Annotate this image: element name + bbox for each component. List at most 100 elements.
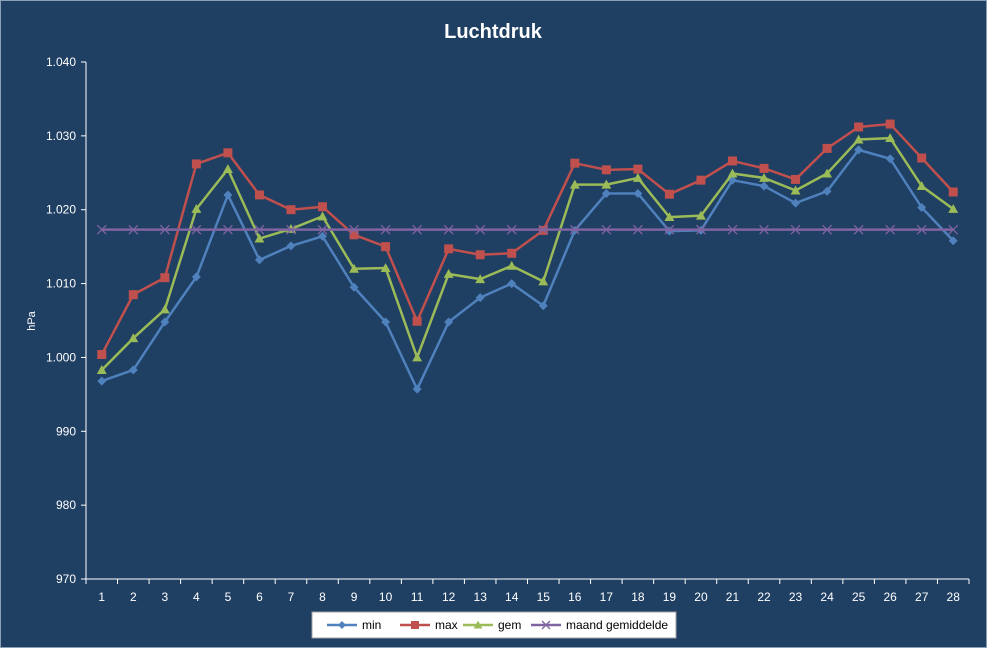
x-tick-label: 3 xyxy=(161,590,168,604)
data-point xyxy=(854,145,864,155)
data-point xyxy=(222,224,233,235)
data-point xyxy=(222,164,233,174)
data-point xyxy=(507,279,517,289)
data-point xyxy=(349,224,360,235)
data-point-stroke xyxy=(254,224,265,235)
data-point xyxy=(633,164,643,174)
legend-label: gem xyxy=(498,618,521,632)
y-tick-label: 1.000 xyxy=(46,350,76,364)
data-point xyxy=(412,316,422,326)
data-point xyxy=(254,255,264,265)
data-point-stroke xyxy=(541,620,551,630)
data-point xyxy=(159,224,170,235)
data-point xyxy=(664,224,675,235)
data-point xyxy=(412,224,423,235)
data-point xyxy=(569,224,580,235)
x-tick-label: 8 xyxy=(319,590,326,604)
data-point xyxy=(632,173,643,182)
x-tick-label: 13 xyxy=(474,590,488,604)
data-point xyxy=(538,301,548,311)
data-point xyxy=(444,244,454,254)
data-point-stroke xyxy=(601,224,612,235)
data-point xyxy=(695,224,706,235)
axes xyxy=(81,61,970,584)
data-point xyxy=(885,224,896,235)
data-point xyxy=(475,293,485,303)
data-point xyxy=(128,365,138,375)
data-point xyxy=(664,212,675,222)
series-line xyxy=(100,122,955,356)
data-point xyxy=(791,198,801,208)
y-tick-label: 1.020 xyxy=(46,203,76,217)
data-point xyxy=(948,204,959,213)
data-point-stroke xyxy=(632,224,643,235)
legend-label: maand gemiddelde xyxy=(566,618,668,632)
data-point-stroke xyxy=(727,224,738,235)
series-maand-gemiddelde xyxy=(96,224,959,235)
x-tick-labels: 1 2 3 4 5 6 7 8 9 10 11 12 13 14 15 16 17 18 19 20 21 22 23 24 2… xyxy=(98,590,960,604)
data-point xyxy=(541,620,551,630)
data-point xyxy=(822,168,833,178)
data-point xyxy=(948,236,958,246)
x-tick-label: 20 xyxy=(694,590,708,604)
data-point xyxy=(349,263,360,273)
data-point xyxy=(128,290,138,300)
x-tick-label: 6 xyxy=(256,590,263,604)
data-point xyxy=(853,224,864,235)
legend-item: min xyxy=(327,618,381,632)
series-gem xyxy=(96,133,959,374)
data-point xyxy=(191,159,201,169)
x-tick-label: 26 xyxy=(883,590,897,604)
data-point xyxy=(286,224,296,235)
data-point-stroke xyxy=(948,224,959,235)
data-point xyxy=(885,133,896,143)
data-point xyxy=(443,269,454,278)
data-point xyxy=(664,189,674,199)
legend-item: gem xyxy=(463,618,521,632)
y-tick-label: 1.030 xyxy=(46,129,76,143)
x-tick-label: 18 xyxy=(631,590,645,604)
data-point xyxy=(443,224,454,235)
x-tick-label: 23 xyxy=(789,590,803,604)
data-point-stroke xyxy=(159,224,170,235)
data-point xyxy=(632,224,643,235)
data-point xyxy=(601,165,611,175)
data-point xyxy=(96,224,107,235)
x-tick-label: 16 xyxy=(568,590,582,604)
data-point-stroke xyxy=(885,224,896,235)
data-point xyxy=(727,156,737,166)
data-point xyxy=(223,148,233,158)
chart-title: Luchtdruk xyxy=(444,21,543,43)
legend-item: maand gemiddelde xyxy=(531,618,668,632)
x-tick-label: 28 xyxy=(947,590,961,604)
data-point-stroke xyxy=(443,224,454,235)
x-tick-label: 19 xyxy=(663,590,677,604)
data-point xyxy=(97,376,107,386)
data-point xyxy=(159,304,170,314)
series-group xyxy=(96,119,959,394)
legend-label: max xyxy=(435,618,458,632)
data-point xyxy=(475,224,486,235)
data-point xyxy=(948,224,959,235)
data-point-stroke xyxy=(569,224,580,235)
x-tick-label: 11 xyxy=(411,590,424,604)
legend-box xyxy=(311,611,677,639)
data-point xyxy=(380,263,391,273)
data-point xyxy=(254,233,265,243)
data-point xyxy=(506,260,517,270)
data-point xyxy=(97,349,107,359)
data-point xyxy=(822,186,832,196)
data-point xyxy=(822,143,832,153)
x-tick-label: 17 xyxy=(600,590,614,604)
legend-label: min xyxy=(362,618,381,632)
data-point xyxy=(191,272,201,282)
series-max xyxy=(97,119,958,359)
data-point xyxy=(475,274,486,284)
y-tick-label: 1.010 xyxy=(46,277,76,291)
data-point-stroke xyxy=(853,224,864,235)
data-point xyxy=(349,230,359,240)
data-point xyxy=(475,250,485,260)
data-point xyxy=(916,224,927,235)
y-tick-label: 1.040 xyxy=(46,55,76,69)
